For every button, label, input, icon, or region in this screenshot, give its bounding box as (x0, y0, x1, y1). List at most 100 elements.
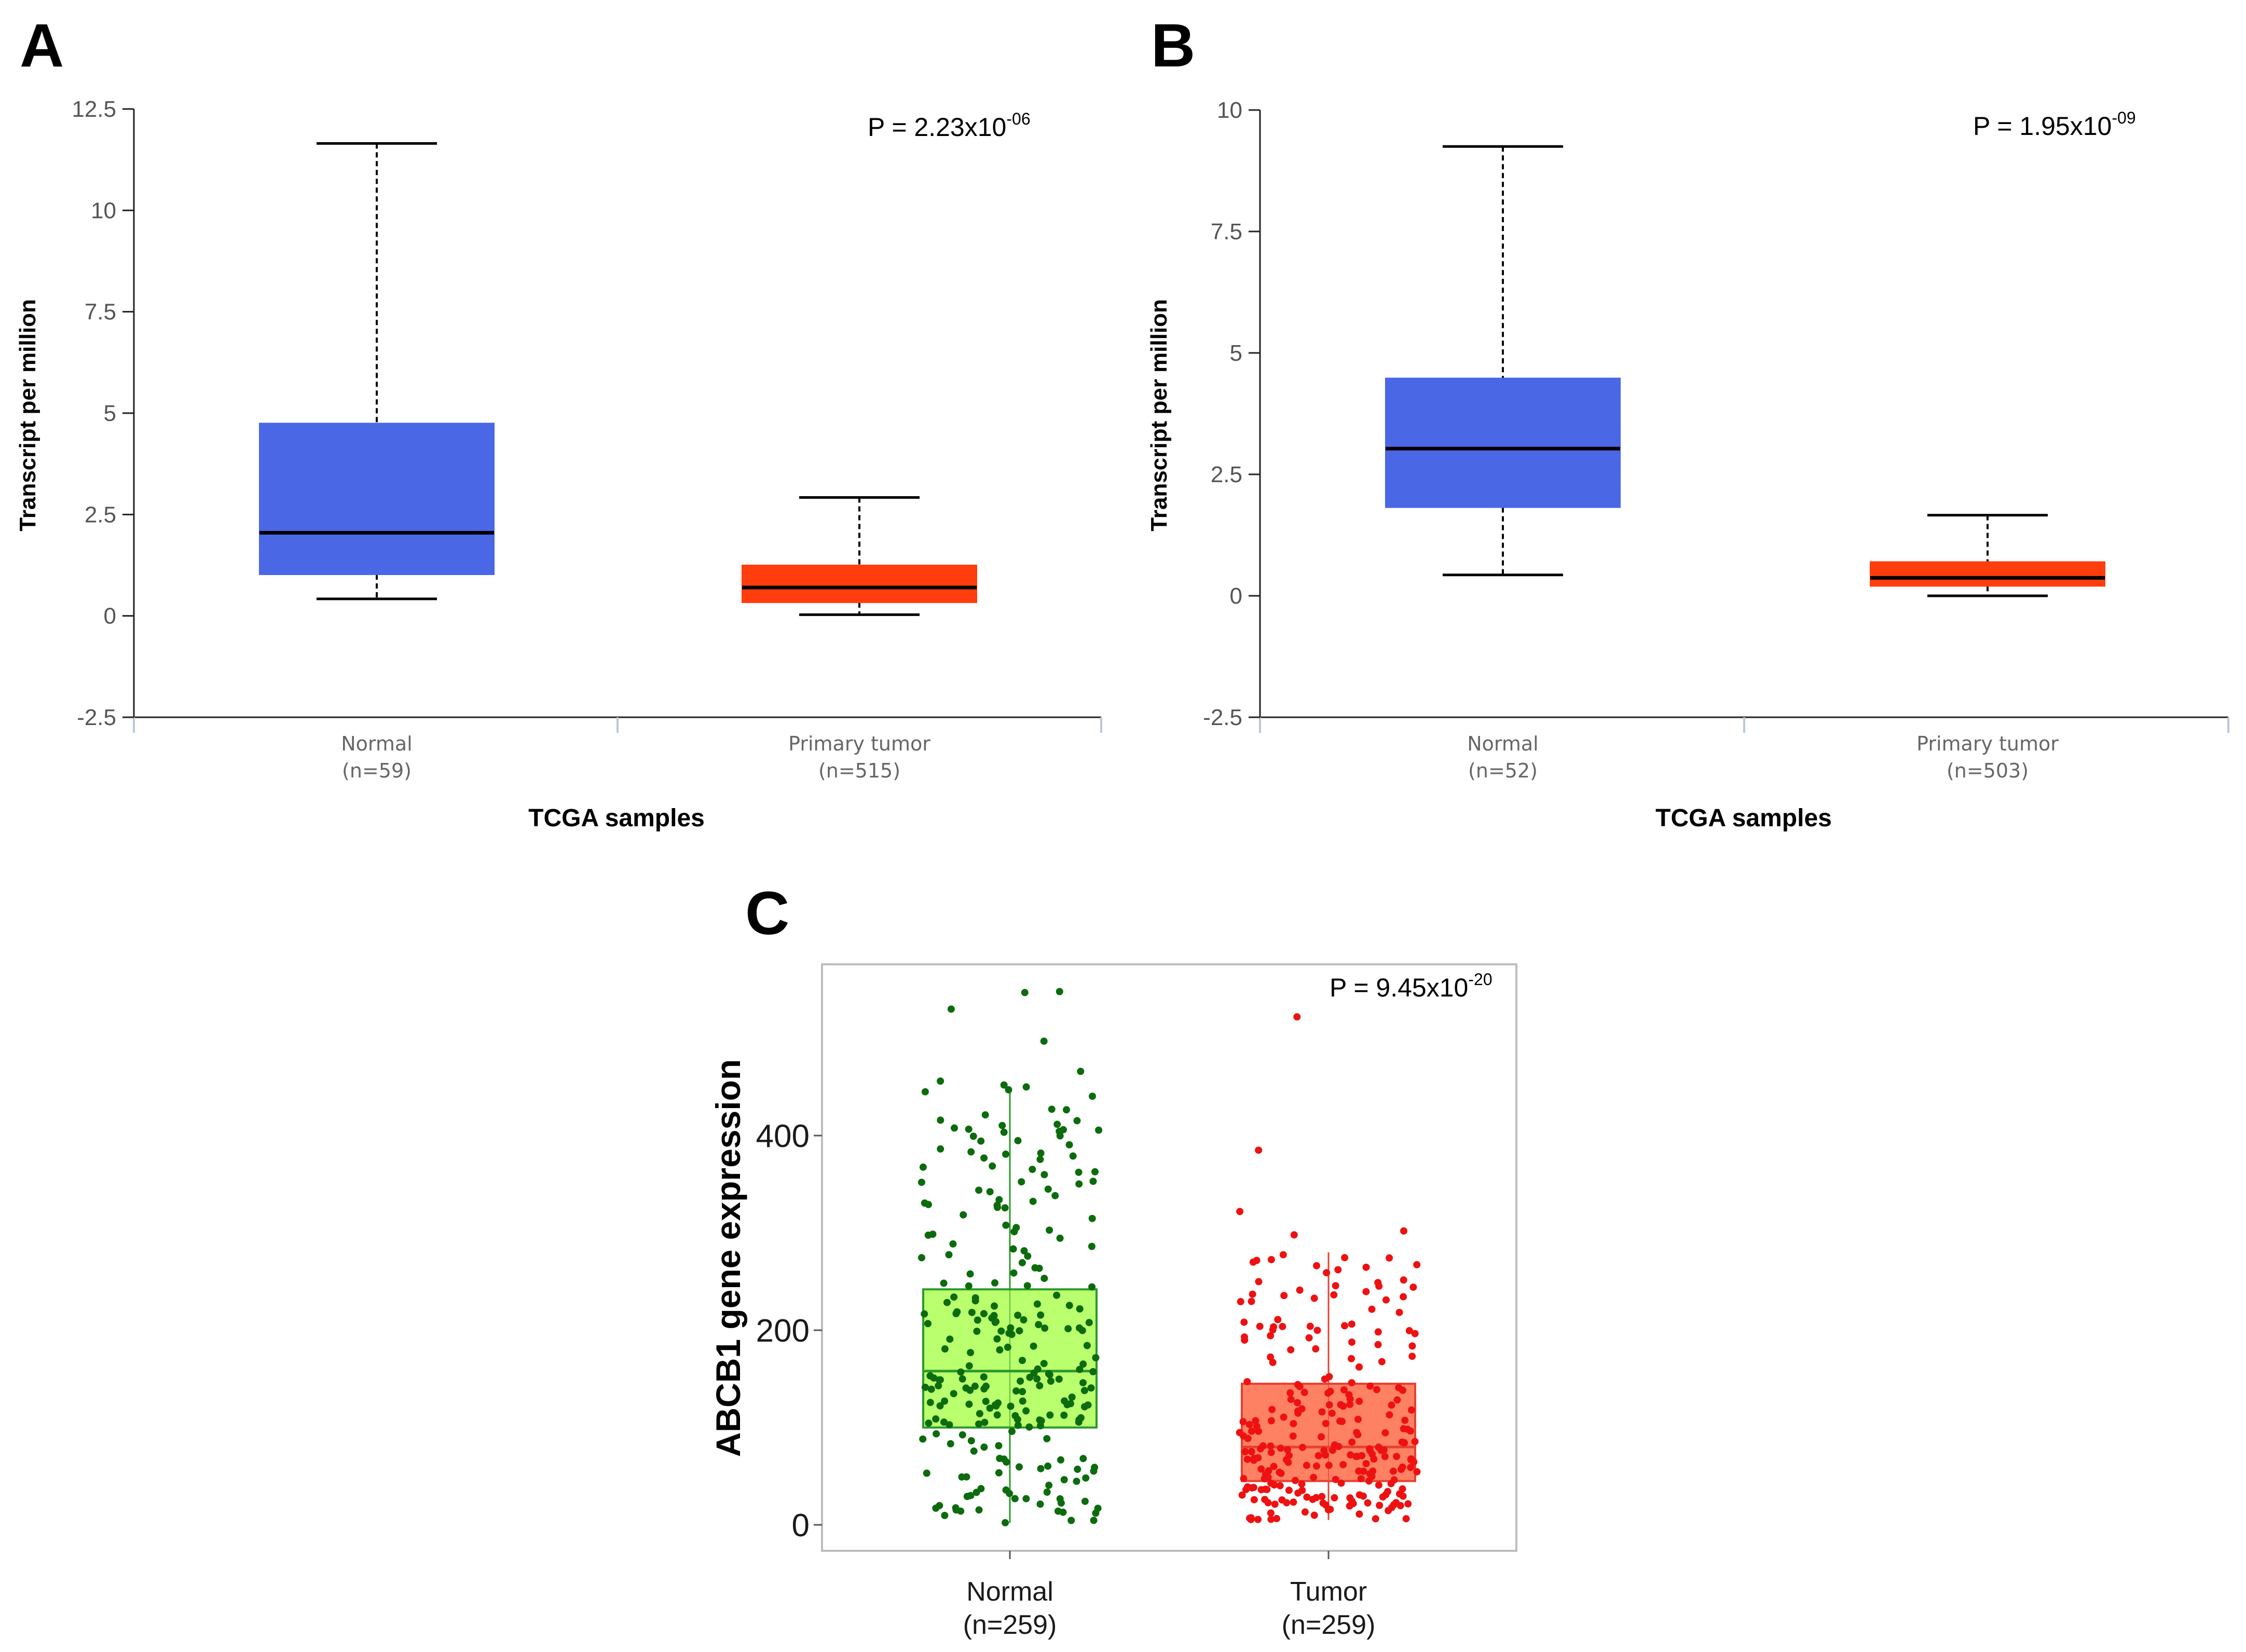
data-point-c-normal (927, 1385, 935, 1393)
data-point-c-tumor (1362, 1263, 1370, 1271)
data-point-c-normal (935, 1382, 942, 1389)
data-point-c-tumor (1322, 1451, 1329, 1459)
data-point-c-normal (1065, 1302, 1073, 1309)
data-point-c-tumor (1393, 1396, 1401, 1404)
data-point-c-tumor (1400, 1293, 1407, 1301)
data-point-c-normal (1011, 1495, 1019, 1503)
data-point-c-normal (1040, 1171, 1048, 1179)
data-point-c-normal (1091, 1168, 1099, 1176)
outlier-point-c-tumor (1400, 1227, 1407, 1235)
data-point-c-normal (1045, 1481, 1053, 1489)
panel-b: B P = 1.95x10-09 Transcript per million … (1146, 11, 2229, 832)
data-point-c-normal (1089, 1093, 1096, 1100)
box-a-primary-tumor (742, 565, 977, 603)
data-point-c-tumor (1305, 1334, 1313, 1342)
data-point-c-normal (1063, 1106, 1070, 1114)
data-point-c-normal (970, 1447, 978, 1455)
data-point-c-normal (958, 1375, 966, 1383)
sample-count-c-normal: (n=259) (963, 1610, 1057, 1640)
p-value-c: P = 9.45x10-20 (1330, 970, 1492, 1002)
data-point-c-tumor (1270, 1481, 1278, 1489)
data-point-c-tumor (1284, 1446, 1291, 1454)
y-tick-label-c-2: 400 (756, 1118, 810, 1154)
data-point-c-normal (997, 1327, 1005, 1335)
data-point-c-tumor (1249, 1290, 1256, 1298)
data-point-c-tumor (1301, 1508, 1309, 1516)
data-point-c-normal (975, 1420, 983, 1428)
data-point-c-normal (1064, 1325, 1072, 1333)
data-point-c-normal (965, 1400, 973, 1408)
data-point-c-tumor (1413, 1261, 1421, 1268)
data-point-c-tumor (1404, 1500, 1412, 1508)
data-point-c-normal (1036, 1500, 1044, 1508)
data-point-c-tumor (1248, 1427, 1255, 1435)
data-point-c-normal (919, 1163, 927, 1171)
data-point-c-tumor (1323, 1269, 1331, 1277)
data-point-c-tumor (1346, 1395, 1354, 1403)
data-point-c-tumor (1268, 1405, 1276, 1413)
data-point-c-normal (1046, 1411, 1054, 1419)
data-point-c-normal (952, 1504, 960, 1512)
data-point-c-tumor (1313, 1262, 1320, 1269)
data-point-c-tumor (1296, 1286, 1304, 1294)
data-point-c-normal (998, 1122, 1006, 1129)
y-tick-label-b-3: 5 (1230, 340, 1242, 366)
data-point-c-normal (1076, 1366, 1084, 1373)
data-point-c-tumor (1245, 1421, 1253, 1428)
data-point-c-tumor (1402, 1515, 1410, 1523)
category-label-c-normal: Normal (966, 1577, 1053, 1607)
data-point-c-normal (1089, 1178, 1097, 1185)
data-point-c-tumor (1267, 1332, 1275, 1340)
data-point-c-normal (1016, 1327, 1023, 1335)
data-point-c-normal (965, 1362, 973, 1370)
data-point-c-tumor (1313, 1462, 1320, 1470)
data-point-c-tumor (1241, 1333, 1248, 1341)
data-point-c-normal (937, 1116, 944, 1124)
data-point-c-normal (1035, 1321, 1043, 1329)
data-point-c-normal (1067, 1517, 1075, 1524)
data-point-c-tumor (1407, 1406, 1415, 1414)
data-point-c-normal (993, 1411, 1001, 1419)
data-point-c-normal (1019, 1357, 1026, 1364)
data-point-c-tumor (1382, 1296, 1390, 1304)
data-point-c-normal (957, 1368, 965, 1376)
data-point-c-normal (986, 1188, 994, 1196)
data-point-c-tumor (1257, 1465, 1265, 1473)
data-point-c-tumor (1279, 1322, 1286, 1330)
data-point-c-tumor (1321, 1375, 1329, 1383)
data-point-c-normal (967, 1437, 975, 1444)
sample-count-c-tumor: (n=259) (1282, 1610, 1376, 1640)
data-point-c-normal (975, 1506, 983, 1514)
data-point-c-normal (1033, 1300, 1041, 1308)
data-point-c-tumor (1303, 1493, 1311, 1501)
data-point-c-tumor (1355, 1510, 1363, 1518)
data-point-c-normal (1051, 1192, 1059, 1199)
data-point-c-tumor (1314, 1452, 1322, 1459)
data-point-c-tumor (1348, 1355, 1355, 1362)
data-point-c-normal (966, 1386, 974, 1394)
data-point-c-tumor (1279, 1251, 1287, 1259)
data-point-c-tumor (1399, 1386, 1406, 1394)
data-point-c-normal (1014, 1137, 1022, 1144)
data-point-c-normal (996, 1346, 1004, 1354)
data-point-c-normal (1006, 1490, 1014, 1497)
outlier-point-c-tumor (1290, 1231, 1298, 1239)
outlier-point-c-normal (937, 1077, 944, 1085)
category-label-a-primary-tumor: Primary tumor (788, 732, 930, 755)
data-point-c-tumor (1382, 1491, 1390, 1499)
data-point-c-normal (1010, 1269, 1018, 1277)
data-point-c-tumor (1286, 1389, 1294, 1397)
data-point-c-normal (946, 1335, 954, 1343)
data-point-c-tumor (1409, 1284, 1417, 1291)
data-point-c-normal (1073, 1117, 1081, 1125)
data-point-c-tumor (1348, 1438, 1356, 1446)
data-point-c-normal (1079, 1360, 1087, 1368)
data-point-c-tumor (1362, 1288, 1370, 1295)
data-point-c-normal (932, 1415, 940, 1423)
data-point-c-normal (1087, 1384, 1095, 1392)
data-point-c-normal (989, 1162, 996, 1170)
data-point-c-normal (1022, 1407, 1030, 1415)
data-point-c-tumor (1289, 1432, 1297, 1440)
data-point-c-normal (1057, 1456, 1064, 1464)
